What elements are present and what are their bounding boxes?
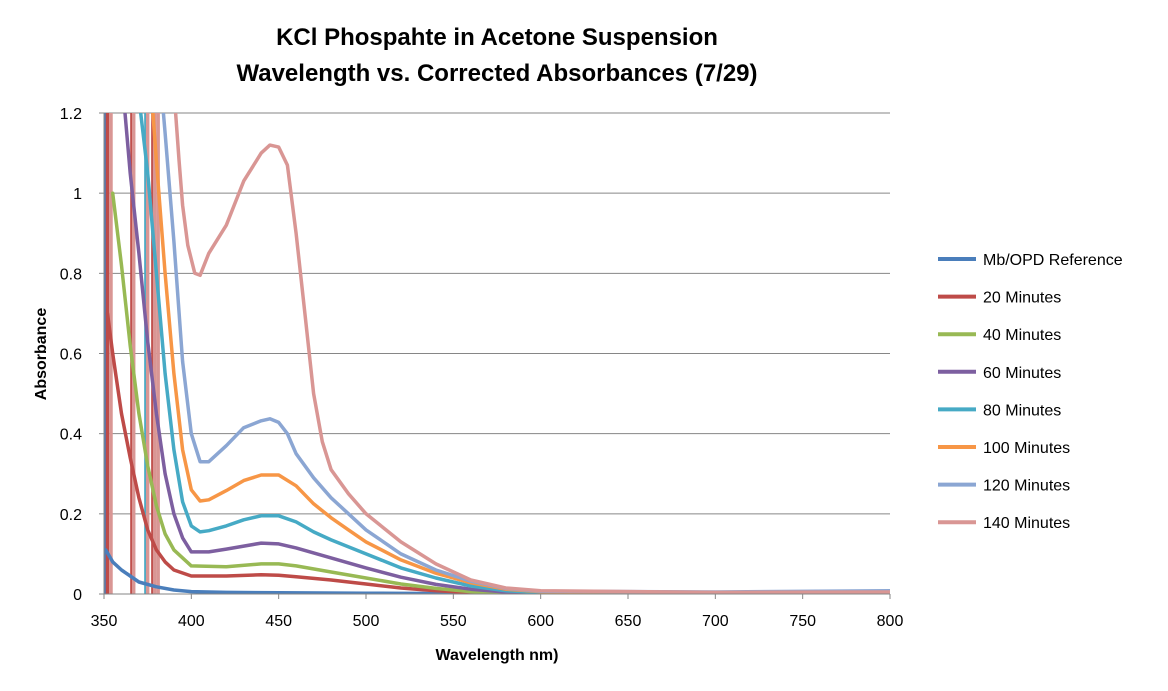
x-tick-label: 800 bbox=[877, 613, 904, 630]
axes: 0 0.2 0.4 0.6 0.8 1 1.2 350 400 450 500 550 600 650 70… bbox=[60, 106, 904, 630]
legend-label: 20 Minutes bbox=[983, 290, 1061, 307]
x-tick-label: 350 bbox=[91, 613, 118, 630]
y-axis-label: Absorbance bbox=[33, 308, 50, 401]
x-tick-label: 500 bbox=[353, 613, 380, 630]
legend-label: 140 Minutes bbox=[983, 515, 1070, 532]
legend-label: 120 Minutes bbox=[983, 478, 1070, 495]
gridlines bbox=[104, 112, 890, 515]
series-line-2 bbox=[110, 191, 890, 594]
x-tick-label: 650 bbox=[615, 613, 642, 630]
x-tick-label: 700 bbox=[702, 613, 729, 630]
series-line-1 bbox=[105, 311, 890, 594]
x-tick-label: 450 bbox=[265, 613, 292, 630]
y-tick-label: 0.2 bbox=[60, 507, 82, 524]
legend-label: 100 Minutes bbox=[983, 440, 1070, 457]
y-tick-label: 0.8 bbox=[60, 266, 82, 283]
legend-label: 80 Minutes bbox=[983, 402, 1061, 419]
legend-label: Mb/OPD Reference bbox=[983, 252, 1123, 269]
y-tick-label: 0.6 bbox=[60, 347, 82, 364]
x-tick-label: 600 bbox=[527, 613, 554, 630]
x-tick-label: 750 bbox=[789, 613, 816, 630]
x-axis-label: Wavelength nm) bbox=[436, 647, 559, 664]
series-line-6 bbox=[161, 113, 890, 594]
legend-label: 40 Minutes bbox=[983, 327, 1061, 344]
series-line-3 bbox=[123, 113, 890, 594]
y-tick-label: 1 bbox=[73, 186, 82, 203]
series-line-7 bbox=[173, 113, 890, 594]
legend-label: 60 Minutes bbox=[983, 365, 1061, 382]
series-line-4 bbox=[138, 113, 890, 594]
chart-title-line-1: KCl Phospahte in Acetone Suspension bbox=[276, 24, 718, 51]
y-tick-label: 1.2 bbox=[60, 106, 82, 123]
x-tick-label: 550 bbox=[440, 613, 467, 630]
y-tick-label: 0 bbox=[73, 587, 82, 604]
x-tick-label: 400 bbox=[178, 613, 205, 630]
chart-title-line-2: Wavelength vs. Corrected Absorbances (7/… bbox=[236, 60, 758, 87]
y-tick-label: 0.4 bbox=[60, 427, 82, 444]
series-line-5 bbox=[151, 113, 890, 594]
legend: Mb/OPD Reference 20 Minutes 40 Minutes 60 M… bbox=[938, 252, 1123, 532]
